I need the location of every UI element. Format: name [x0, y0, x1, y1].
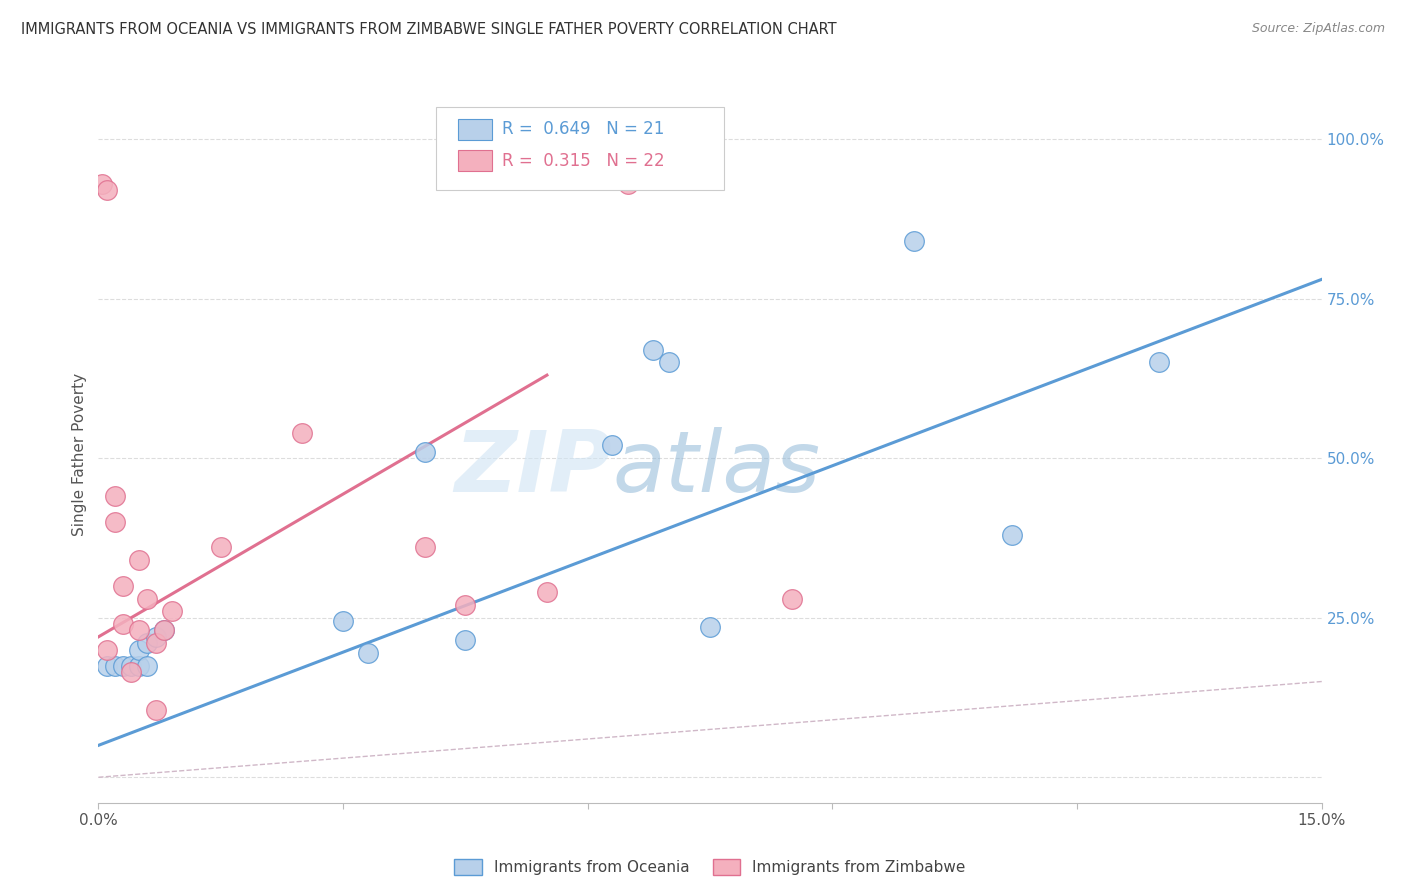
Point: [780, 591, 803, 606]
Point: [128, 642, 150, 657]
Text: R =  0.649   N = 21: R = 0.649 N = 21: [502, 120, 664, 138]
Point: [128, 624, 150, 638]
Point: [136, 591, 159, 606]
Point: [413, 541, 436, 555]
Point: [96, 642, 118, 657]
Point: [128, 658, 150, 673]
Point: [152, 624, 174, 638]
Point: [641, 343, 664, 357]
Point: [120, 658, 142, 673]
Text: ZIP: ZIP: [454, 427, 612, 510]
Point: [145, 703, 167, 717]
Point: [145, 630, 167, 644]
Text: R =  0.315   N = 22: R = 0.315 N = 22: [502, 152, 665, 169]
Point: [356, 646, 378, 660]
Point: [104, 515, 127, 529]
Text: Source: ZipAtlas.com: Source: ZipAtlas.com: [1251, 22, 1385, 36]
Point: [160, 604, 183, 618]
Point: [104, 658, 127, 673]
Point: [291, 425, 314, 440]
Text: atlas: atlas: [612, 427, 820, 510]
Point: [145, 636, 167, 650]
Point: [120, 665, 142, 679]
Point: [128, 553, 150, 567]
Point: [111, 658, 134, 673]
Y-axis label: Single Father Poverty: Single Father Poverty: [72, 374, 87, 536]
Text: IMMIGRANTS FROM OCEANIA VS IMMIGRANTS FROM ZIMBABWE SINGLE FATHER POVERTY CORREL: IMMIGRANTS FROM OCEANIA VS IMMIGRANTS FR…: [21, 22, 837, 37]
Point: [91, 177, 114, 191]
Point: [96, 183, 118, 197]
Point: [152, 624, 174, 638]
Legend: Immigrants from Oceania, Immigrants from Zimbabwe: Immigrants from Oceania, Immigrants from…: [454, 859, 966, 875]
Point: [454, 598, 477, 612]
Point: [454, 633, 477, 648]
Point: [658, 355, 681, 369]
Point: [536, 585, 558, 599]
Point: [209, 541, 232, 555]
Point: [699, 620, 721, 634]
Point: [96, 658, 118, 673]
Point: [617, 177, 640, 191]
Point: [1147, 355, 1170, 369]
Point: [413, 444, 436, 458]
Point: [332, 614, 354, 628]
Point: [111, 617, 134, 632]
Point: [136, 636, 159, 650]
Point: [104, 490, 127, 504]
Point: [903, 234, 925, 248]
Point: [600, 438, 623, 452]
Point: [111, 579, 134, 593]
Point: [1001, 527, 1024, 541]
Point: [136, 658, 159, 673]
